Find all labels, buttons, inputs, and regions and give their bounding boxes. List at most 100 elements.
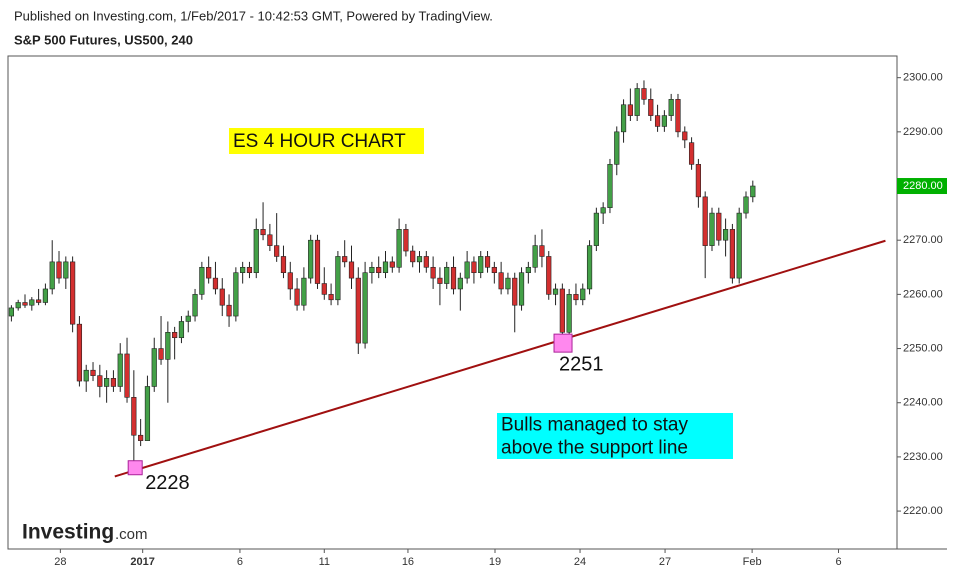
candle-body — [600, 207, 606, 214]
annotation-text: Bulls managed to stay — [501, 415, 688, 436]
y-tick-label: 2220.00 — [903, 505, 943, 517]
candle-body — [634, 88, 640, 116]
candle-body — [56, 261, 62, 279]
support-line — [114, 239, 886, 478]
candle-body — [484, 256, 491, 268]
candle-body — [8, 307, 15, 317]
x-tick-label: 11 — [319, 556, 330, 568]
candle-body — [144, 386, 151, 441]
candle-body — [552, 288, 559, 295]
candle-body — [675, 99, 681, 133]
candle-body — [382, 261, 389, 274]
candle-body — [219, 288, 225, 306]
candle-body — [362, 272, 368, 344]
candle-body — [260, 229, 266, 236]
candle-body — [450, 266, 457, 290]
price-marker — [553, 333, 573, 353]
candle-body — [206, 266, 212, 279]
logo-suffix: .com — [115, 526, 148, 543]
candle-body — [518, 272, 525, 306]
last-price-label: 2280.00 — [903, 180, 943, 192]
y-tick-label: 2300.00 — [903, 72, 943, 84]
candle-body — [559, 288, 565, 333]
candle-body — [348, 261, 355, 279]
price-marker — [127, 460, 143, 476]
candle-body — [743, 196, 749, 214]
candle-body — [90, 369, 96, 376]
candle-body — [580, 288, 586, 301]
candle-body — [172, 331, 178, 339]
candle-body — [328, 294, 334, 301]
candle-body — [49, 261, 55, 290]
candle-body — [444, 266, 450, 284]
candle-body — [131, 397, 137, 436]
candle-body — [403, 229, 409, 252]
candle-body — [668, 99, 674, 116]
x-tick-label: 24 — [574, 556, 586, 568]
candle-body — [437, 277, 443, 284]
candle-body — [117, 353, 123, 387]
candle-body — [750, 185, 756, 198]
candle-body — [308, 239, 314, 279]
logo-brand: Investing — [22, 521, 114, 544]
candle-body — [63, 261, 69, 279]
y-tick-label: 2230.00 — [903, 451, 943, 463]
annotation-box — [497, 413, 733, 459]
candle-body — [15, 302, 21, 309]
candle-body — [682, 131, 688, 141]
instrument-title: S&P 500 Futures, US500, 240 — [14, 32, 193, 47]
candle-body — [97, 375, 103, 387]
candle-body — [546, 256, 552, 295]
candle-body — [294, 288, 300, 306]
candle-body — [246, 266, 253, 274]
candle-body — [607, 164, 613, 208]
candle-body — [389, 261, 395, 268]
candle-body — [253, 229, 259, 274]
marker-label: 2251 — [559, 353, 604, 375]
candle-body — [36, 299, 42, 303]
candle-body — [573, 294, 579, 301]
candle-body — [586, 245, 593, 290]
candle-body — [539, 245, 545, 257]
x-tick-label: 28 — [54, 556, 66, 568]
candle-body — [478, 256, 484, 274]
annotation-box — [229, 128, 424, 154]
candle-body — [165, 331, 171, 360]
annotation-text: ES 4 HOUR CHART — [233, 131, 406, 152]
candle-body — [729, 229, 735, 279]
candle-body — [226, 304, 232, 317]
candle-body — [471, 261, 477, 274]
candle-body — [722, 229, 729, 241]
x-tick-label: 19 — [489, 556, 501, 568]
candle-body — [654, 115, 661, 127]
candle-body — [736, 212, 742, 279]
candle-body — [76, 323, 83, 382]
candle-body — [416, 256, 423, 263]
candle-body — [199, 266, 205, 295]
candle-body — [593, 212, 599, 246]
candle-body — [505, 277, 511, 290]
candle-body — [661, 115, 667, 127]
candle-body — [695, 164, 701, 198]
candle-body — [314, 239, 321, 284]
candle-body — [648, 99, 654, 116]
y-tick-label: 2260.00 — [903, 288, 943, 300]
x-tick-label: 2017 — [130, 556, 154, 568]
candle-body — [233, 272, 239, 317]
x-tick-label: 27 — [659, 556, 671, 568]
candle-body — [151, 348, 157, 387]
candle-body — [29, 299, 35, 306]
candle-body — [110, 378, 117, 387]
candle-body — [342, 256, 348, 263]
y-tick-label: 2270.00 — [903, 234, 943, 246]
candle-body — [178, 321, 185, 339]
candle-body — [688, 142, 695, 165]
candle-body — [138, 434, 144, 441]
candle-body — [267, 234, 273, 246]
candle-body — [396, 229, 402, 268]
candle-body — [301, 277, 307, 306]
candle-body — [192, 294, 198, 317]
candle-body — [566, 294, 572, 333]
